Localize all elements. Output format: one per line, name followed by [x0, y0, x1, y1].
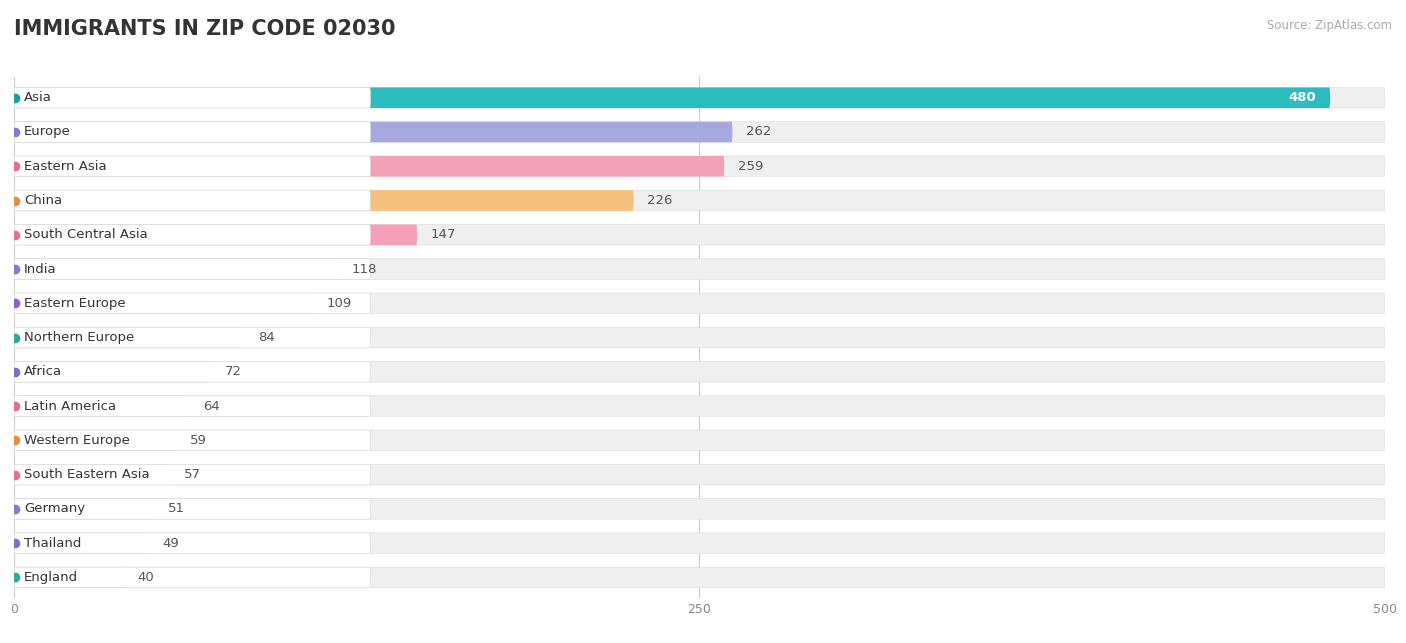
FancyBboxPatch shape: [14, 258, 337, 279]
Text: 259: 259: [738, 159, 763, 173]
Text: 49: 49: [162, 537, 179, 550]
FancyBboxPatch shape: [14, 327, 1385, 348]
FancyBboxPatch shape: [14, 87, 371, 108]
Text: South Central Asia: South Central Asia: [24, 228, 148, 241]
Text: 226: 226: [647, 194, 672, 207]
FancyBboxPatch shape: [14, 293, 1385, 314]
FancyBboxPatch shape: [14, 430, 1385, 451]
Text: South Eastern Asia: South Eastern Asia: [24, 468, 149, 481]
FancyBboxPatch shape: [14, 258, 1385, 279]
FancyBboxPatch shape: [14, 498, 1385, 519]
Text: 59: 59: [190, 434, 207, 447]
FancyBboxPatch shape: [14, 87, 1330, 108]
Text: Western Europe: Western Europe: [24, 434, 129, 447]
Text: 57: 57: [184, 468, 201, 481]
FancyBboxPatch shape: [14, 87, 1385, 108]
FancyBboxPatch shape: [14, 498, 153, 519]
Text: 109: 109: [326, 297, 352, 310]
Text: Northern Europe: Northern Europe: [24, 331, 134, 344]
Text: Latin America: Latin America: [24, 399, 117, 413]
Text: 51: 51: [167, 502, 184, 516]
FancyBboxPatch shape: [14, 224, 418, 245]
FancyBboxPatch shape: [14, 430, 371, 451]
Text: IMMIGRANTS IN ZIP CODE 02030: IMMIGRANTS IN ZIP CODE 02030: [14, 19, 395, 39]
FancyBboxPatch shape: [14, 293, 314, 314]
FancyBboxPatch shape: [14, 361, 211, 382]
Text: 72: 72: [225, 365, 242, 378]
FancyBboxPatch shape: [14, 533, 371, 554]
FancyBboxPatch shape: [14, 396, 1385, 417]
FancyBboxPatch shape: [14, 156, 1385, 177]
FancyBboxPatch shape: [14, 464, 1385, 485]
Text: Germany: Germany: [24, 502, 84, 516]
FancyBboxPatch shape: [14, 533, 149, 554]
FancyBboxPatch shape: [14, 190, 1385, 211]
FancyBboxPatch shape: [14, 464, 371, 485]
FancyBboxPatch shape: [14, 498, 371, 519]
Text: Asia: Asia: [24, 91, 52, 104]
Text: Thailand: Thailand: [24, 537, 82, 550]
FancyBboxPatch shape: [14, 361, 1385, 382]
FancyBboxPatch shape: [14, 122, 1385, 142]
Text: Eastern Europe: Eastern Europe: [24, 297, 125, 310]
FancyBboxPatch shape: [14, 156, 724, 177]
FancyBboxPatch shape: [14, 361, 371, 382]
Text: Europe: Europe: [24, 125, 70, 138]
Text: 84: 84: [259, 331, 274, 344]
Text: India: India: [24, 262, 56, 276]
FancyBboxPatch shape: [14, 567, 1385, 588]
FancyBboxPatch shape: [14, 327, 371, 348]
Text: 118: 118: [352, 262, 377, 276]
Text: England: England: [24, 571, 79, 584]
FancyBboxPatch shape: [14, 464, 170, 485]
FancyBboxPatch shape: [14, 567, 371, 588]
FancyBboxPatch shape: [14, 396, 371, 417]
FancyBboxPatch shape: [14, 224, 371, 245]
FancyBboxPatch shape: [14, 122, 371, 142]
FancyBboxPatch shape: [14, 122, 733, 142]
FancyBboxPatch shape: [14, 156, 371, 177]
FancyBboxPatch shape: [14, 293, 371, 314]
FancyBboxPatch shape: [14, 533, 1385, 554]
Text: Eastern Asia: Eastern Asia: [24, 159, 107, 173]
FancyBboxPatch shape: [14, 190, 371, 211]
FancyBboxPatch shape: [14, 224, 1385, 245]
Text: 147: 147: [430, 228, 456, 241]
FancyBboxPatch shape: [14, 258, 371, 279]
FancyBboxPatch shape: [14, 327, 245, 348]
Text: 480: 480: [1289, 91, 1316, 104]
Text: China: China: [24, 194, 62, 207]
Text: 64: 64: [204, 399, 219, 413]
Text: Source: ZipAtlas.com: Source: ZipAtlas.com: [1267, 19, 1392, 32]
FancyBboxPatch shape: [14, 190, 634, 211]
FancyBboxPatch shape: [14, 430, 176, 451]
FancyBboxPatch shape: [14, 567, 124, 588]
Text: Africa: Africa: [24, 365, 62, 378]
Text: 40: 40: [138, 571, 155, 584]
Text: 262: 262: [747, 125, 772, 138]
FancyBboxPatch shape: [14, 396, 190, 417]
